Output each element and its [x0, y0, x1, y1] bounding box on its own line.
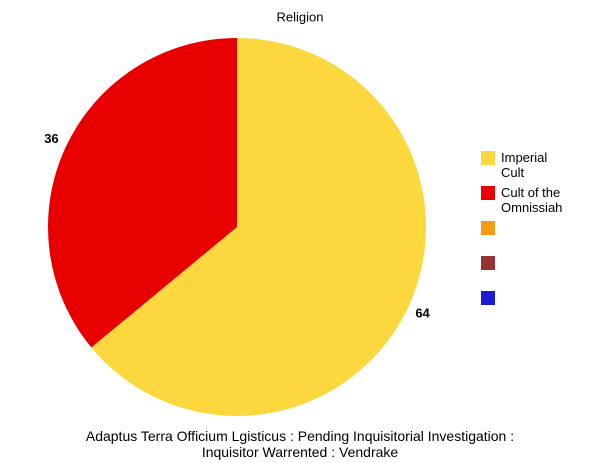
legend-item [481, 255, 591, 290]
legend-item: Cult of the Omnissiah [481, 185, 591, 220]
legend-item [481, 220, 591, 255]
legend: Imperial Cult Cult of the Omnissiah [481, 150, 591, 325]
legend-swatch [481, 256, 495, 270]
legend-label: Cult of the Omnissiah [501, 185, 563, 215]
pie-slice [47, 38, 238, 348]
data-label: 64 [415, 306, 430, 321]
legend-swatch [481, 151, 495, 165]
legend-item [481, 290, 591, 325]
legend-label: Imperial Cult [501, 150, 548, 180]
legend-swatch [481, 291, 495, 305]
chart-title: Religion [277, 9, 324, 24]
data-label: 36 [44, 131, 58, 146]
pie-slice [91, 38, 427, 417]
footer: Adaptus Terra Officium Lgisticus : Pendi… [85, 428, 515, 460]
legend-swatch [481, 186, 495, 200]
legend-item: Imperial Cult [481, 150, 591, 185]
legend-swatch [481, 221, 495, 235]
